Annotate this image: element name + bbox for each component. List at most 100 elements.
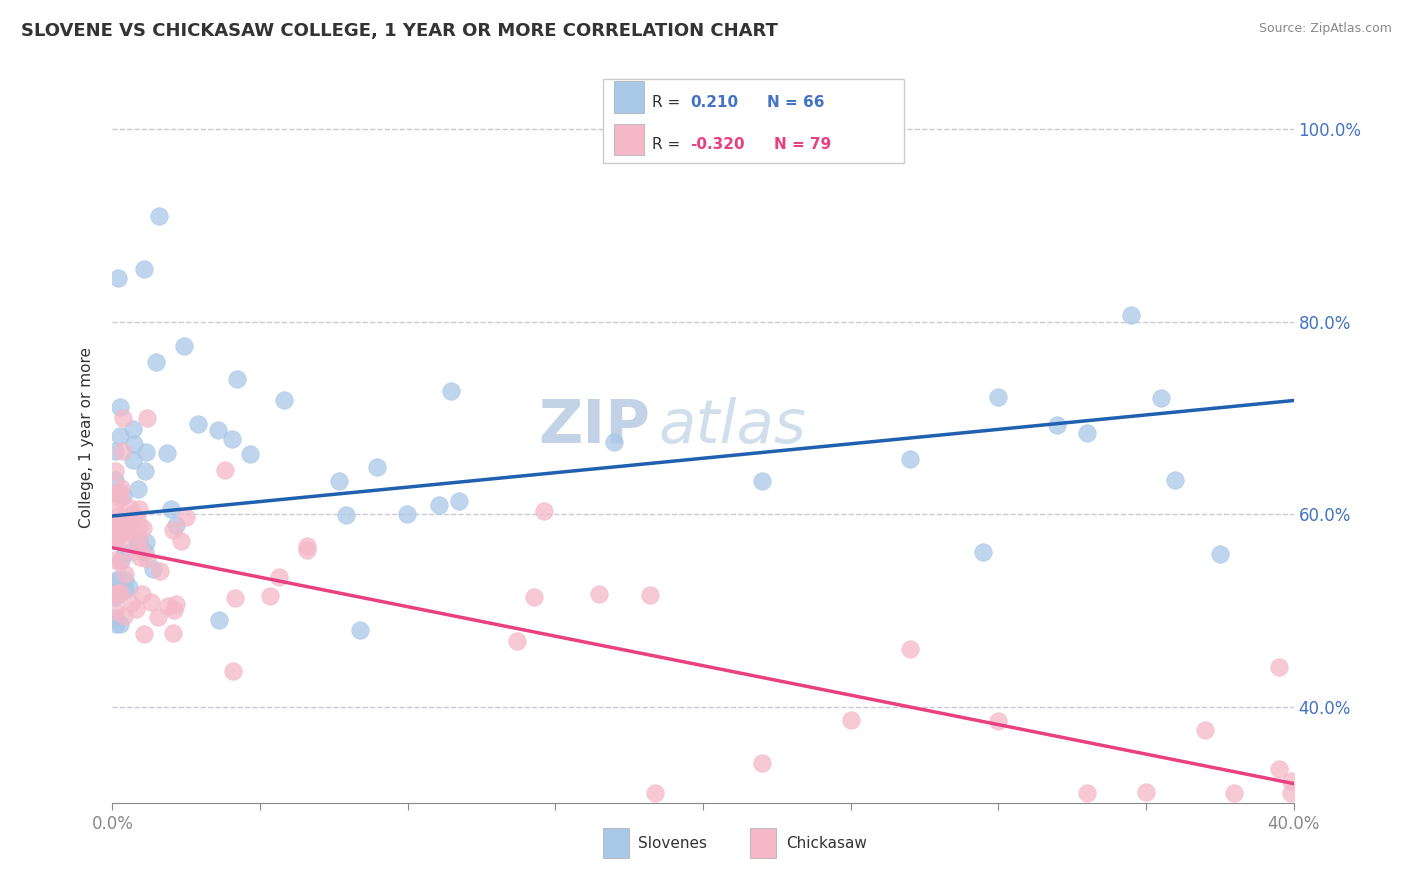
Point [644, 786, 666, 800]
Point [122, 526, 145, 541]
Point [440, 384, 463, 398]
Point [104, 444, 127, 458]
Y-axis label: College, 1 year or more: College, 1 year or more [79, 347, 94, 527]
Text: R =: R = [652, 136, 685, 152]
Point [295, 543, 318, 558]
Text: -0.320: -0.320 [690, 136, 745, 152]
Text: Slovenes: Slovenes [638, 836, 707, 851]
Point [104, 604, 127, 618]
Point [114, 520, 136, 534]
Point [839, 713, 862, 727]
Point [146, 610, 169, 624]
Text: ZIP: ZIP [538, 397, 650, 456]
Text: SLOVENE VS CHICKASAW COLLEGE, 1 YEAR OR MORE CORRELATION CHART: SLOVENE VS CHICKASAW COLLEGE, 1 YEAR OR … [21, 22, 778, 40]
Point [104, 553, 127, 567]
Point [142, 562, 165, 576]
Point [122, 453, 145, 467]
Point [104, 533, 127, 547]
Point [1279, 786, 1302, 800]
Point [117, 513, 139, 527]
Text: Source: ZipAtlas.com: Source: ZipAtlas.com [1258, 22, 1392, 36]
Point [112, 608, 135, 623]
Point [114, 566, 136, 581]
Bar [614, 81, 644, 113]
Point [221, 432, 243, 446]
Point [128, 536, 150, 550]
Point [110, 517, 132, 532]
Point [135, 410, 157, 425]
Point [427, 498, 450, 512]
Point [121, 422, 143, 436]
Point [108, 617, 131, 632]
Point [110, 401, 132, 415]
Point [1076, 425, 1098, 440]
Bar [751, 829, 776, 858]
Bar [603, 829, 628, 858]
Point [987, 390, 1010, 404]
Point [104, 500, 127, 514]
Point [136, 551, 159, 566]
Point [987, 714, 1010, 729]
Point [1046, 417, 1069, 432]
Point [447, 493, 470, 508]
Point [125, 537, 148, 551]
Point [108, 484, 131, 499]
Point [163, 602, 186, 616]
Point [160, 502, 183, 516]
Point [105, 520, 128, 534]
Point [1208, 547, 1232, 561]
Point [108, 429, 131, 443]
Point [110, 481, 132, 495]
Point [121, 507, 143, 521]
Point [105, 524, 128, 538]
Point [603, 434, 626, 449]
Point [162, 523, 184, 537]
Text: Chickasaw: Chickasaw [786, 836, 866, 851]
Point [222, 664, 245, 678]
Point [396, 507, 419, 521]
Point [108, 585, 131, 599]
Point [108, 555, 131, 569]
Point [107, 572, 129, 586]
Point [506, 634, 529, 648]
Point [111, 443, 134, 458]
Point [129, 543, 152, 558]
Point [112, 490, 135, 504]
Point [349, 623, 371, 637]
Point [273, 393, 295, 408]
Point [1150, 391, 1173, 405]
Point [125, 602, 148, 616]
Text: N = 66: N = 66 [766, 95, 824, 110]
Text: atlas: atlas [658, 397, 806, 456]
Point [173, 338, 195, 352]
Point [162, 625, 184, 640]
Point [110, 553, 132, 567]
Point [170, 534, 193, 549]
Point [165, 517, 187, 532]
Point [131, 521, 153, 535]
Point [335, 508, 357, 523]
Point [225, 372, 247, 386]
Point [149, 565, 172, 579]
Point [128, 518, 150, 533]
Point [135, 445, 157, 459]
Point [973, 544, 995, 558]
Point [107, 586, 129, 600]
Point [128, 502, 150, 516]
Point [122, 544, 145, 558]
Point [122, 436, 145, 450]
Point [104, 473, 127, 487]
Point [112, 516, 135, 530]
Point [751, 474, 773, 488]
Point [134, 544, 156, 558]
Point [1135, 785, 1157, 799]
Bar [614, 123, 644, 155]
Point [1268, 762, 1291, 776]
Point [104, 611, 127, 625]
Point [114, 573, 136, 587]
Point [533, 504, 555, 518]
Point [588, 587, 610, 601]
Point [156, 446, 179, 460]
Point [259, 589, 281, 603]
Point [110, 534, 132, 549]
